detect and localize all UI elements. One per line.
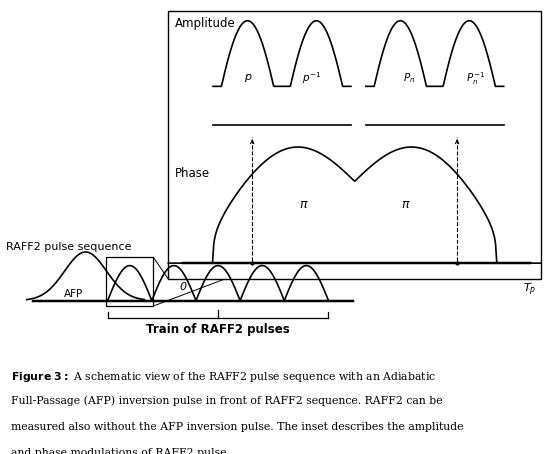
Text: $p^{-1}$: $p^{-1}$: [302, 70, 321, 86]
Text: 0: 0: [180, 282, 187, 292]
Text: $\pi$: $\pi$: [299, 198, 308, 211]
Bar: [106, 257, 153, 306]
Text: $\pi$: $\pi$: [401, 198, 411, 211]
Bar: [168, 11, 541, 279]
Text: and phase modulations of RAFF2 pulse.: and phase modulations of RAFF2 pulse.: [11, 448, 230, 454]
Text: RAFF2 pulse sequence: RAFF2 pulse sequence: [6, 242, 131, 252]
Text: Full-Passage (AFP) inversion pulse in front of RAFF2 sequence. RAFF2 can be: Full-Passage (AFP) inversion pulse in fr…: [11, 396, 443, 406]
Text: AFP: AFP: [63, 289, 83, 299]
Text: $P_n^{-1}$: $P_n^{-1}$: [466, 70, 485, 87]
Text: $P_n$: $P_n$: [402, 71, 415, 85]
Text: $\bf{Figure\ 3:}$ A schematic view of the RAFF2 pulse sequence with an Adiabatic: $\bf{Figure\ 3:}$ A schematic view of th…: [11, 370, 437, 384]
Text: measured also without the AFP inversion pulse. The inset describes the amplitude: measured also without the AFP inversion …: [11, 422, 464, 432]
Text: $p$: $p$: [244, 72, 253, 84]
Text: Train of RAFF2 pulses: Train of RAFF2 pulses: [146, 323, 290, 336]
Text: $T_p$: $T_p$: [523, 282, 537, 298]
Text: Amplitude: Amplitude: [175, 17, 236, 30]
Text: Phase: Phase: [175, 167, 210, 180]
